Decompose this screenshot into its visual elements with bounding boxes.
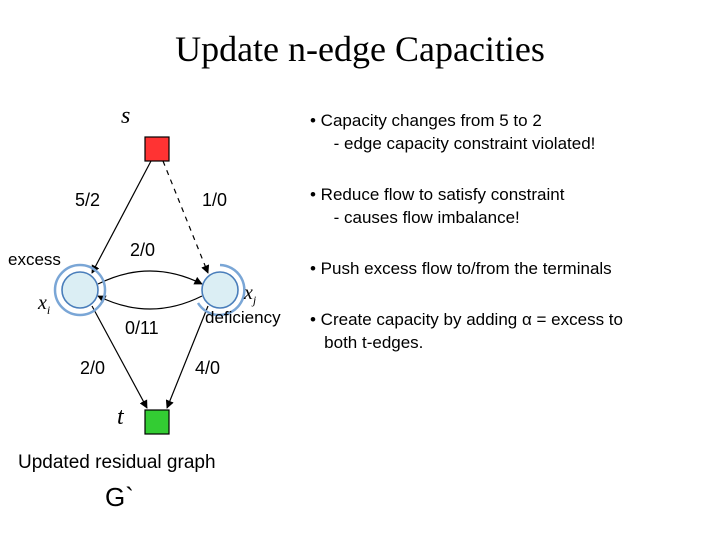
residual-symbol: G` (105, 482, 134, 513)
edge-xj-xi (98, 296, 202, 309)
label-excess: excess (8, 250, 61, 270)
residual-caption: Updated residual graph (18, 452, 216, 474)
edge-s-xj (163, 161, 208, 273)
label-xj: xj (244, 282, 256, 308)
label-xi: xi (38, 292, 50, 318)
node-xj (202, 272, 238, 308)
label-t: t (117, 404, 124, 431)
label-edge-xi-xj: 2/0 (130, 240, 155, 261)
label-deficiency: deficiency (205, 308, 281, 328)
label-edge-xj-xi: 0/11 (125, 318, 159, 339)
label-edge-s-xj: 1/0 (202, 190, 227, 211)
label-edge-xj-t: 4/0 (195, 358, 220, 379)
label-s: s (121, 103, 130, 130)
node-t (145, 410, 169, 434)
node-s (145, 137, 169, 161)
edge-xi-xj (98, 271, 202, 284)
edge-xj-t (167, 306, 208, 408)
node-xi (62, 272, 98, 308)
slide: Update n-edge Capacities • Capacity chan… (0, 0, 720, 540)
label-edge-s-xi: 5/2 (75, 190, 100, 211)
label-edge-xi-t: 2/0 (80, 358, 105, 379)
